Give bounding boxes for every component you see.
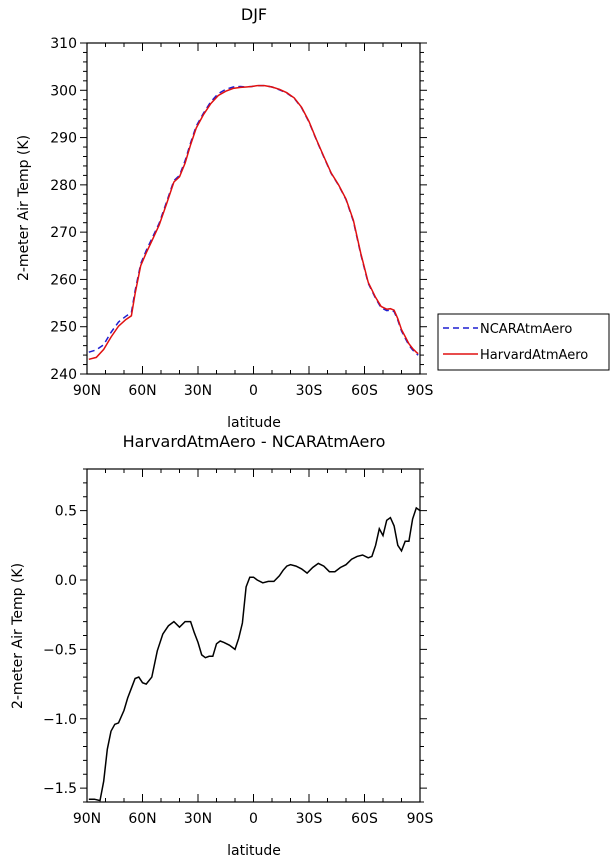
bottom-y-axis-label: 2-meter Air Temp (K) [10,563,26,709]
bottom-x-tick-label: 90N [73,811,101,827]
bottom-x-tick-label: 30N [184,811,212,827]
bottom-axis-ticks: 90N 60N 30N 0 30S 60S 90S −1.5 −1.0 −0.5 0.0 0.5 [43,468,434,827]
top-y-tick-label: 270 [50,225,77,241]
top-x-axis-label: latitude [227,415,281,431]
bottom-x-tick-label: 30S [296,811,323,827]
bottom-series-group [88,506,421,802]
legend-label-ncaratmaero: NCARAtmAero [480,322,572,337]
bottom-y-tick-label: 0.0 [55,573,77,589]
top-x-tick-label: 30N [184,383,212,399]
top-y-axis-label: 2-meter Air Temp (K) [16,135,32,281]
bottom-series-line-0 [88,506,421,802]
top-chart-title: DJF [241,5,267,24]
bottom-x-tick-label: 0 [249,811,258,827]
legend-label-harvardatmaero: HarvardAtmAero [480,348,588,363]
top-series-group [88,84,419,361]
bottom-x-tick-label: 60N [128,811,156,827]
bottom-y-tick-label: −1.0 [43,712,77,728]
top-x-tick-label: 30S [296,383,323,399]
bottom-y-tick-label: −1.5 [43,781,77,797]
top-series-line-ncaratmaero [88,84,419,356]
top-x-tick-label: 60S [351,383,378,399]
top-y-tick-label: 260 [50,272,77,288]
top-series-line-harvardatmaero [88,84,419,361]
top-y-tick-label: 250 [50,320,77,336]
top-y-tick-label: 300 [50,83,77,99]
top-y-tick-label: 280 [50,178,77,194]
bottom-chart-title: HarvardAtmAero - NCARAtmAero [123,432,386,451]
top-plot-frame [86,42,421,375]
top-x-tick-label: 60N [128,383,156,399]
bottom-x-tick-label: 90S [407,811,434,827]
bottom-plot-frame [86,468,421,803]
top-y-tick-label: 290 [50,131,77,147]
top-y-tick-label: 240 [50,367,77,383]
top-axis-ticks: 90N 60N 30N 0 30S 60S 90S 240 250 260 270 280 290 300… [50,36,433,399]
top-y-tick-label: 310 [50,36,77,52]
legend-box [437,313,610,371]
top-x-tick-label: 90N [73,383,101,399]
bottom-y-tick-label: 0.5 [55,504,77,520]
bottom-x-tick-label: 60S [351,811,378,827]
bottom-y-tick-label: −0.5 [43,642,77,658]
top-legend: NCARAtmAero HarvardAtmAero [437,313,610,371]
top-chart: DJF 90N 60N 30N 0 30S 60S 90S 240 250 260 270 280 29… [16,5,610,431]
top-x-tick-label: 90S [407,383,434,399]
top-x-tick-label: 0 [249,383,258,399]
bottom-x-axis-label: latitude [227,843,281,859]
bottom-chart: HarvardAtmAero - NCARAtmAero 90N 60N 30N 0 3… [10,432,433,859]
